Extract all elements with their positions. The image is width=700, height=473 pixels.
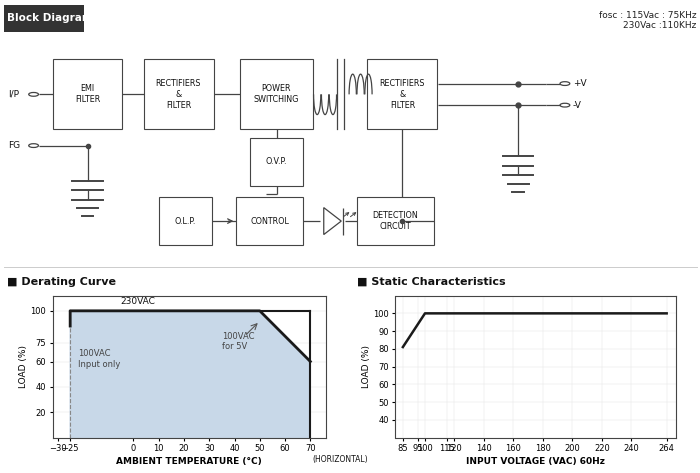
Text: RECTIFIERS
&
FILTER: RECTIFIERS & FILTER [155,79,202,110]
FancyBboxPatch shape [239,59,314,130]
Text: 100VAC
Input only: 100VAC Input only [78,349,120,368]
FancyBboxPatch shape [237,197,302,245]
Text: (HORIZONTAL): (HORIZONTAL) [313,455,368,464]
Text: 100VAC
for 5V: 100VAC for 5V [222,332,254,351]
Text: O.L.P.: O.L.P. [175,217,196,226]
FancyBboxPatch shape [144,59,214,130]
Text: CONTROL: CONTROL [250,217,289,226]
Y-axis label: LOAD (%): LOAD (%) [362,345,371,388]
Bar [4,5,84,32]
Text: FG: FG [8,141,20,150]
FancyBboxPatch shape [251,138,303,186]
X-axis label: INPUT VOLTAGE (VAC) 60Hz: INPUT VOLTAGE (VAC) 60Hz [466,457,605,466]
Text: I/P: I/P [8,90,20,99]
Text: fosc : 115Vac : 75KHz
230Vac :110KHz: fosc : 115Vac : 75KHz 230Vac :110KHz [599,11,696,30]
Text: +V: +V [573,79,586,88]
Text: -V: -V [573,101,582,110]
Text: DETECTION
CIRCUIT: DETECTION CIRCUIT [372,211,419,231]
FancyBboxPatch shape [368,59,438,130]
Polygon shape [70,311,310,438]
FancyBboxPatch shape [357,197,434,245]
X-axis label: AMBIENT TEMPERATURE (°C): AMBIENT TEMPERATURE (°C) [116,457,262,466]
Text: EMI
FILTER: EMI FILTER [75,84,100,105]
Text: RECTIFIERS
&
FILTER: RECTIFIERS & FILTER [379,79,425,110]
FancyBboxPatch shape [160,197,211,245]
Text: ■ Derating Curve: ■ Derating Curve [7,277,116,287]
Y-axis label: LOAD (%): LOAD (%) [19,345,28,388]
Text: 230VAC: 230VAC [120,297,155,306]
Text: POWER
SWITCHING: POWER SWITCHING [254,84,299,105]
Text: O.V.P.: O.V.P. [266,157,287,166]
Text: ■ Static Characteristics: ■ Static Characteristics [357,277,505,287]
Text: Block Diagram: Block Diagram [7,13,92,23]
FancyBboxPatch shape [52,59,122,130]
